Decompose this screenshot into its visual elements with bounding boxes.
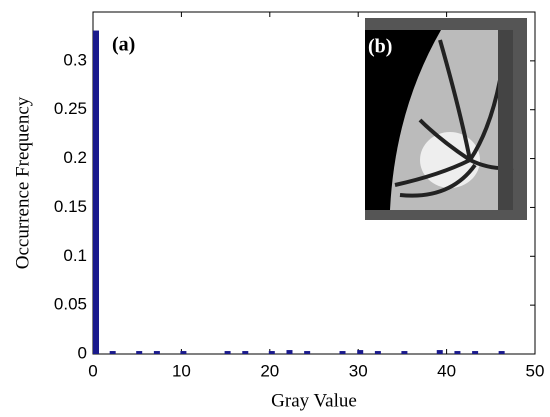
- x-tick-label: 30: [349, 361, 368, 380]
- bar: [304, 351, 311, 354]
- bar: [436, 350, 443, 354]
- bar: [153, 351, 160, 354]
- bar: [93, 30, 99, 355]
- bar: [224, 351, 231, 354]
- x-tick-label: 20: [260, 361, 279, 380]
- bar: [180, 351, 187, 354]
- y-tick-label: 0: [78, 343, 87, 362]
- y-tick-label: 0.25: [54, 99, 87, 118]
- inset-edge: [498, 30, 513, 210]
- y-tick-label: 0.1: [63, 246, 87, 265]
- y-tick-label: 0.3: [63, 50, 87, 69]
- y-tick-label: 0.15: [54, 197, 87, 216]
- x-tick-label: 10: [172, 361, 191, 380]
- bar: [242, 351, 249, 354]
- x-tick-label: 50: [526, 361, 545, 380]
- x-tick-label: 0: [88, 361, 97, 380]
- inset-image: [365, 18, 527, 220]
- x-tick-label: 40: [437, 361, 456, 380]
- y-tick-label: 0.05: [54, 295, 87, 314]
- inset-vessels: [394, 39, 514, 198]
- bar: [498, 351, 505, 354]
- bar: [357, 350, 364, 354]
- bar: [286, 350, 293, 354]
- y-axis-label: Occurrence Frequency: [12, 96, 33, 269]
- bar: [401, 351, 408, 354]
- bar: [268, 351, 275, 354]
- y-tick-label: 0.2: [63, 148, 87, 167]
- annotation: (b): [368, 36, 392, 58]
- bar: [136, 351, 143, 354]
- bar: [472, 351, 479, 354]
- annotation: (a): [112, 34, 135, 56]
- bar: [109, 351, 116, 354]
- bar: [374, 351, 381, 354]
- bar: [339, 351, 346, 354]
- bar: [454, 351, 461, 354]
- x-axis-label: Gray Value: [271, 390, 357, 411]
